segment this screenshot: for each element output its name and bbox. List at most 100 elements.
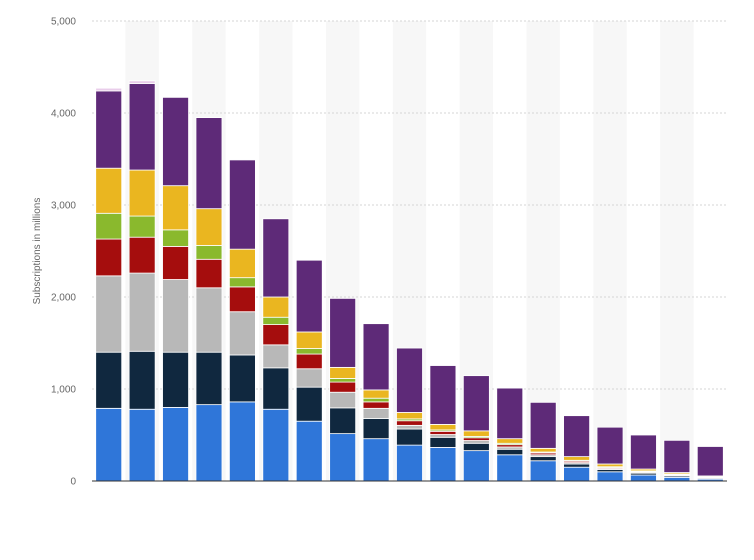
bar-segment <box>563 456 591 461</box>
bar-segment <box>162 351 189 408</box>
bar-segment <box>95 87 123 92</box>
bar-segment <box>596 471 624 482</box>
bar-segment <box>396 420 423 426</box>
bar-segment <box>195 117 223 210</box>
bar-segment <box>95 90 123 169</box>
bar-segment <box>663 439 691 473</box>
bar-segment <box>462 450 490 482</box>
y-tick-label: 1,000 <box>51 385 76 396</box>
bar-segment <box>329 297 357 368</box>
bar-segment <box>95 212 123 240</box>
bar-segment <box>162 279 189 353</box>
bar-segment <box>295 348 323 355</box>
bar-segment <box>295 259 323 333</box>
bar-segment <box>396 412 423 420</box>
bar-segment <box>663 476 691 482</box>
y-tick-label: 4,000 <box>51 109 76 120</box>
bar-segment <box>362 397 390 403</box>
bar-segment <box>362 401 390 409</box>
bar-segment <box>295 420 323 482</box>
bar-segment <box>228 286 256 313</box>
bar-segment <box>162 185 189 231</box>
bar-segment <box>228 248 256 279</box>
bar-segment <box>429 436 457 448</box>
bar-segment <box>195 404 223 482</box>
column-band <box>593 21 627 481</box>
bar-segment <box>228 159 256 250</box>
bar-segment <box>128 80 156 84</box>
bar-segment <box>95 407 123 482</box>
bar-segment <box>162 406 189 482</box>
bar-segment <box>362 418 390 440</box>
bar-segment <box>262 408 290 482</box>
bar-segment <box>429 424 457 431</box>
bar-segment <box>529 401 557 449</box>
bar-segment <box>128 236 156 274</box>
bar-segment <box>362 323 390 391</box>
y-axis: 0 1,000 2,000 3,000 4,000 5,000 <box>51 17 76 488</box>
bar-segment <box>529 456 557 462</box>
bar-segment <box>563 466 591 482</box>
bar-segment <box>95 238 123 277</box>
bars <box>95 80 724 482</box>
bar-segment <box>529 447 557 453</box>
bar-segment <box>396 424 423 430</box>
bar-segment <box>195 287 223 353</box>
bar-segment <box>128 169 156 217</box>
y-tick-label: 0 <box>70 477 76 488</box>
bar-segment <box>462 430 490 437</box>
bar-segment <box>128 215 156 238</box>
bar-segment <box>128 408 156 482</box>
bar-segment <box>262 316 290 325</box>
bar-segment <box>329 366 357 379</box>
bar-segment <box>462 440 490 444</box>
y-tick-label: 2,000 <box>51 293 76 304</box>
y-tick-label: 3,000 <box>51 201 76 212</box>
bar-segment <box>195 245 223 260</box>
bar-segment <box>128 350 156 410</box>
bar-segment <box>396 428 423 446</box>
bar-segment <box>329 433 357 482</box>
bar-segment <box>162 245 189 280</box>
bar-segment <box>228 277 256 288</box>
bar-segment <box>462 437 490 441</box>
bar-segment <box>329 391 357 409</box>
bar-segment <box>295 353 323 370</box>
bar-segment <box>262 324 290 346</box>
bar-segment <box>95 167 123 214</box>
bar-segment <box>262 367 290 410</box>
bar-segment <box>396 444 423 482</box>
column-band <box>660 21 694 481</box>
bar-segment <box>295 368 323 388</box>
bar-segment <box>362 407 390 419</box>
bar-segment <box>95 275 123 353</box>
bar-segment <box>462 442 490 452</box>
bar-segment <box>529 460 557 482</box>
bar-segment <box>429 434 457 438</box>
bar-segment <box>630 474 657 482</box>
bar-segment <box>496 438 524 444</box>
bar-segment <box>563 415 591 458</box>
bar-segment <box>362 438 390 482</box>
bar-segment <box>128 83 156 171</box>
bar-segment <box>228 311 256 356</box>
bar-segment <box>95 351 123 409</box>
bar-segment <box>496 454 524 482</box>
bar-segment <box>496 448 524 456</box>
bar-segment <box>496 387 524 440</box>
bar-segment <box>329 407 357 435</box>
y-axis-label: Subscriptions in millions <box>32 198 43 305</box>
bar-segment <box>228 354 256 403</box>
bar-segment <box>362 389 390 399</box>
bar-segment <box>563 463 591 468</box>
bar-segment <box>596 426 624 465</box>
bar-segment <box>195 258 223 289</box>
bar-segment <box>329 381 357 393</box>
bar-segment <box>262 218 290 298</box>
bar-segment <box>429 447 457 482</box>
bar-segment <box>295 331 323 349</box>
bar-segment <box>295 386 323 422</box>
bar-segment <box>329 378 357 383</box>
bar-segment <box>128 272 156 352</box>
